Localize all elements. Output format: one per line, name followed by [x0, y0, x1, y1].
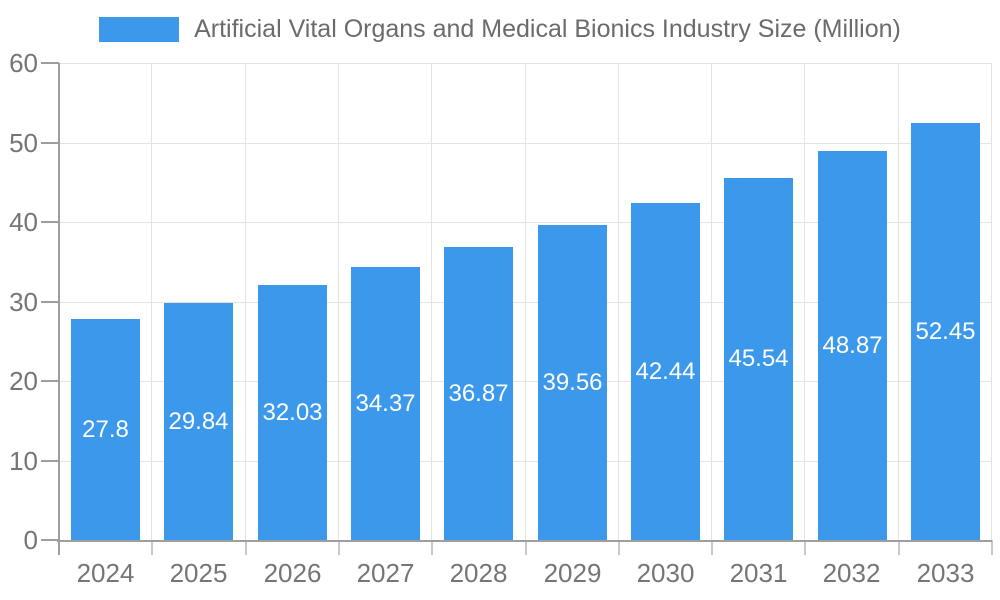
legend-label[interactable]: Artificial Vital Organs and Medical Bion…: [194, 15, 901, 43]
x-axis-tick-label: 2029: [543, 558, 602, 588]
bar: 32.03: [258, 285, 327, 540]
y-axis-tick: [41, 221, 59, 223]
x-axis-tick: [151, 540, 153, 555]
bar-value-label: 27.8: [82, 415, 129, 443]
x-axis-tick: [338, 540, 340, 555]
gridline-vertical: [711, 63, 712, 540]
bar: 42.44: [631, 203, 700, 540]
legend[interactable]: Artificial Vital Organs and Medical Bion…: [0, 15, 1000, 44]
y-axis-tick: [41, 62, 59, 64]
gridline-vertical: [245, 63, 246, 540]
gridline-vertical: [431, 63, 432, 540]
bar-value-label: 29.84: [168, 407, 229, 435]
bar-value-label: 45.54: [728, 345, 789, 372]
y-axis-tick-label: 0: [23, 525, 38, 555]
y-axis-tick: [41, 301, 59, 303]
gridline-vertical: [618, 63, 619, 540]
x-axis-tick: [804, 540, 806, 555]
x-axis-tick: [245, 540, 247, 555]
y-axis-tick-label: 50: [9, 128, 38, 158]
x-axis-tick-label: 2028: [449, 558, 508, 588]
bar-value-label: 52.45: [915, 317, 976, 345]
bar: 36.87: [444, 247, 513, 540]
bar: 34.37: [351, 267, 420, 540]
bar: 45.54: [724, 178, 793, 540]
x-axis-tick: [618, 540, 620, 555]
x-axis-tick-label: 2033: [916, 558, 975, 588]
gridline-vertical: [525, 63, 526, 540]
y-axis-tick-label: 30: [9, 287, 38, 317]
x-axis-tick: [991, 540, 993, 555]
bar-value-label: 32.03: [262, 398, 323, 426]
x-axis-tick-label: 2032: [822, 558, 881, 588]
x-axis-tick: [431, 540, 433, 555]
x-axis-tick: [525, 540, 527, 555]
plot-area: 0 10 20 30 40 50 60 27.8 2024 29.84 2025 32.03 2026 3…: [9, 49, 993, 587]
x-axis-tick-label: 2027: [356, 558, 415, 588]
gridline-vertical: [804, 63, 805, 540]
bar-value-label: 36.87: [448, 379, 509, 407]
bar: 29.84: [164, 303, 233, 540]
y-axis-tick-label: 60: [9, 48, 38, 78]
bar: 39.56: [538, 225, 607, 540]
bar-value-label: 48.87: [822, 331, 883, 359]
x-axis-tick-label: 2025: [169, 558, 228, 588]
y-axis-tick: [41, 380, 59, 382]
y-axis-tick-label: 10: [9, 446, 38, 476]
y-axis-tick-label: 20: [9, 366, 38, 396]
bar-value-label: 34.37: [355, 389, 416, 417]
x-axis-tick: [711, 540, 713, 555]
x-axis-tick-label: 2030: [636, 558, 695, 588]
gridline-vertical: [151, 63, 152, 540]
gridline-vertical: [991, 63, 992, 540]
bar: 52.45: [911, 123, 980, 540]
y-axis-tick: [41, 460, 59, 462]
bar: 48.87: [818, 151, 887, 540]
y-axis-tick: [41, 539, 59, 541]
x-axis-line: [57, 540, 992, 542]
y-axis-tick-label: 40: [9, 207, 38, 237]
bar: 27.8: [71, 319, 140, 540]
x-axis-tick: [898, 540, 900, 555]
bar-value-label: 39.56: [542, 368, 603, 396]
x-axis-tick-label: 2031: [729, 558, 788, 588]
gridline-vertical: [338, 63, 339, 540]
legend-swatch[interactable]: [99, 17, 180, 42]
y-axis-tick: [41, 142, 59, 144]
x-axis-tick-label: 2024: [76, 558, 135, 588]
gridline-vertical: [898, 63, 899, 540]
y-axis-line: [58, 63, 60, 555]
bar-value-label: 42.44: [635, 357, 696, 385]
x-axis-tick-label: 2026: [263, 558, 322, 588]
